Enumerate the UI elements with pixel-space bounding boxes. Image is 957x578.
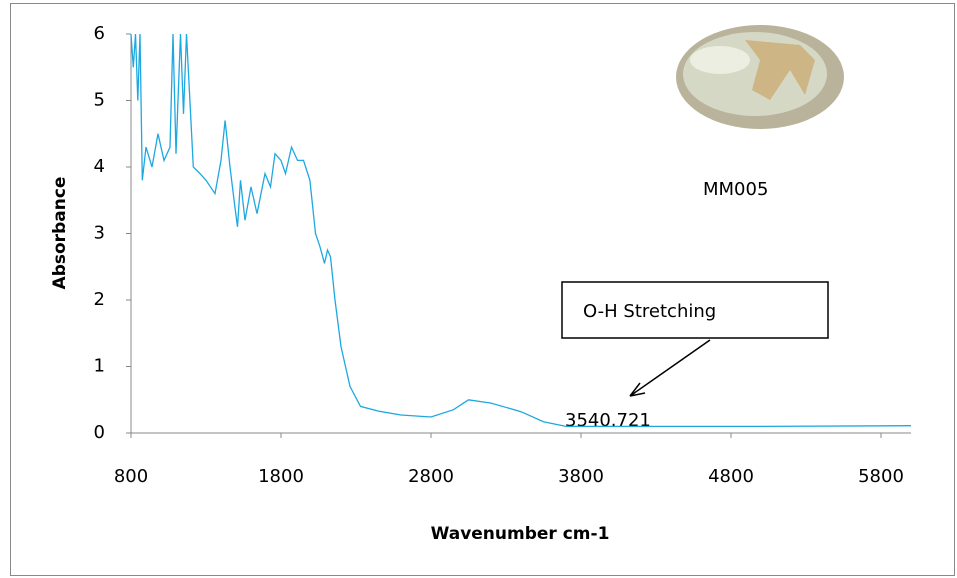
peak-label: 3540.721 [565, 410, 651, 431]
y-tick-label: 6 [94, 23, 105, 44]
arrow-head [629, 382, 646, 397]
y-tick-label: 5 [94, 90, 105, 111]
spectrum-line [130, 33, 912, 428]
x-tick-label: 5800 [858, 466, 904, 487]
x-tick-label: 2800 [408, 466, 454, 487]
sample-label: MM005 [703, 179, 768, 200]
x-tick-label: 800 [114, 466, 148, 487]
callout-text: O-H Stretching [583, 301, 716, 322]
y-axis-title: Absorbance [50, 177, 70, 290]
y-tick-label: 4 [94, 156, 105, 177]
y-tick-label: 3 [94, 223, 105, 244]
callout-arrow [629, 339, 711, 397]
x-axis-title: Wavenumber cm-1 [431, 524, 610, 544]
x-tick-label: 4800 [708, 466, 754, 487]
callout-box [561, 281, 829, 339]
y-tick-label: 0 [94, 422, 105, 443]
x-tick-label: 3800 [558, 466, 604, 487]
y-tick-label: 2 [94, 289, 105, 310]
y-tick-label: 1 [94, 356, 105, 377]
x-tick-label: 1800 [258, 466, 304, 487]
gem-photo [676, 25, 844, 129]
